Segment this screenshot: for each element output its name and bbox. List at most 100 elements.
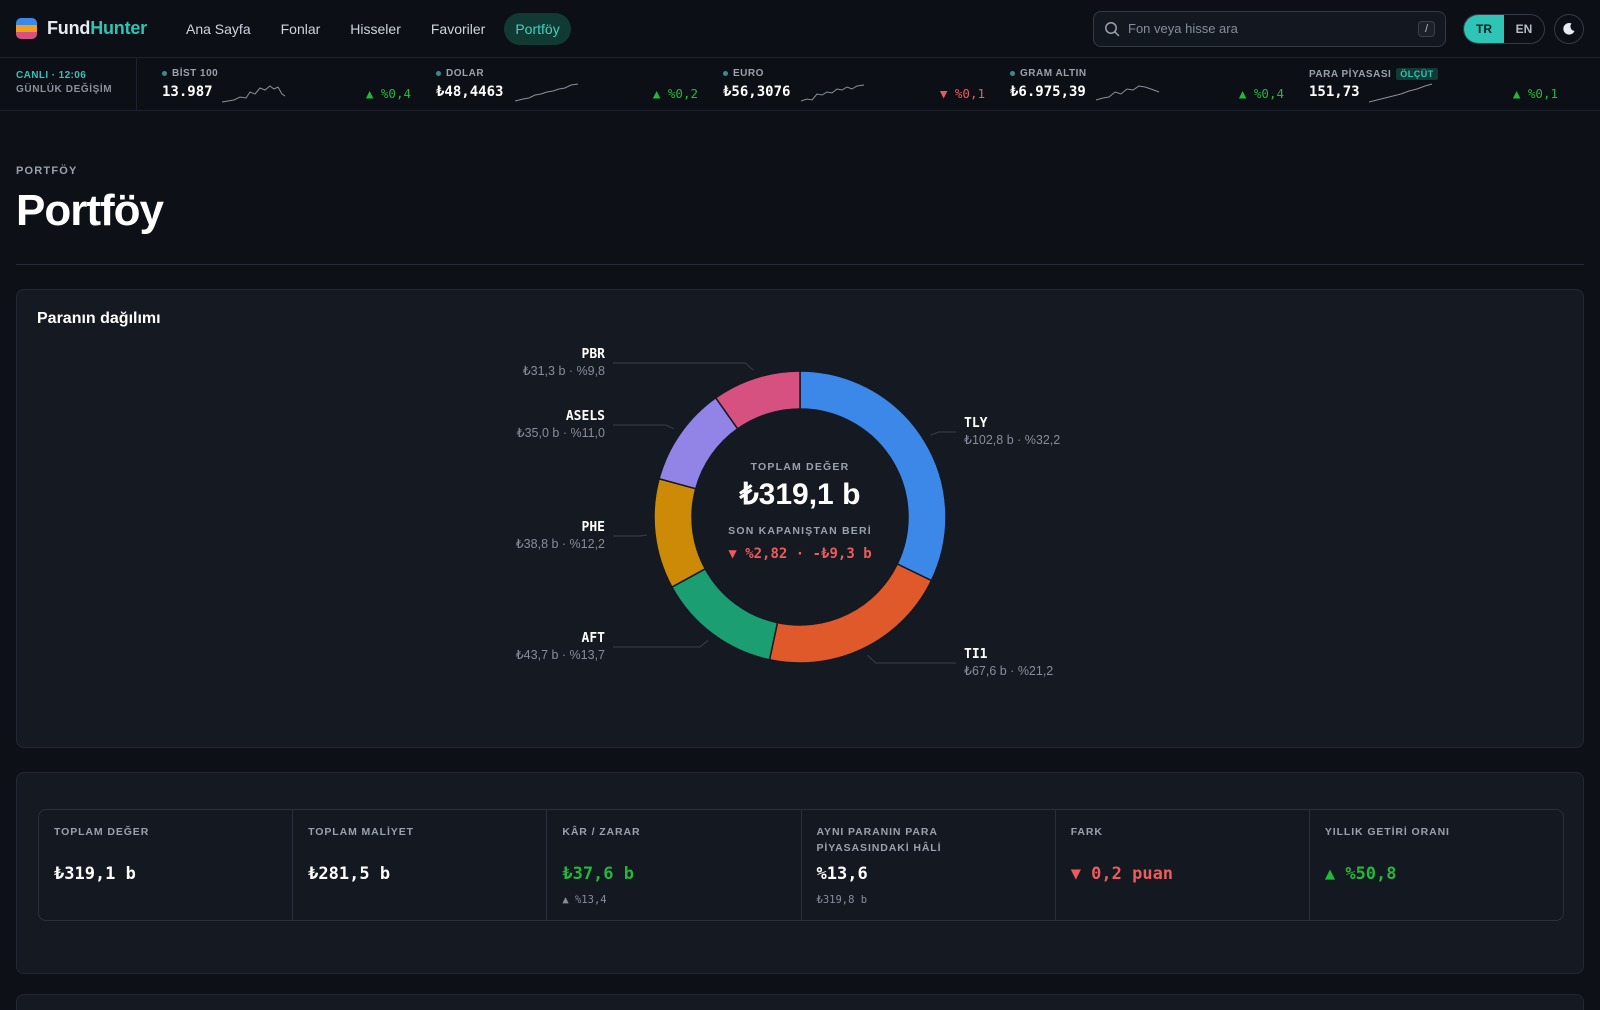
stat-label: YILLIK GETİRİ ORANI [1324,826,1450,838]
ticker-subtitle: GÜNLÜK DEĞİŞİM [16,84,113,95]
ticker-name: BİST 100 [172,68,219,79]
slice-value-label: ₺102,8 b · %32,2 [964,433,1060,447]
summary-card: TOPLAM DEĞER ₺319,1 b TOPLAM MALİYET ₺28… [16,772,1584,974]
slice-value-label: ₺31,3 b · %9,8 [523,364,605,378]
stat-value: ₺37,6 b [562,864,634,884]
ticker-change: ▲ %0,1 [1512,86,1558,101]
leader-line [930,431,956,436]
brand-name-part1: Fund [47,18,91,38]
ticker-item-gold[interactable]: GRAM ALTIN ₺6.975,39 ▲ %0,4 [1010,58,1284,110]
brand-name: FundHunter [47,18,147,39]
center-total-label: TOPLAM DEĞER [751,460,850,473]
stat-subvalue: ₺319,8 b [816,894,868,906]
market-ticker: CANLI · 12:06 GÜNLÜK DEĞİŞİM BİST 100 13… [0,58,1600,111]
center-since-label: SON KAPANIŞTAN BERİ [728,524,872,537]
language-switch: TR EN [1463,13,1545,44]
ticker-live-panel: CANLI · 12:06 GÜNLÜK DEĞİŞİM [0,58,137,110]
status-dot [436,71,441,76]
theme-toggle-button[interactable] [1554,13,1584,44]
center-since-value: ▼ %2,82 · -₺9,3 b [728,546,871,562]
stat-label: FARK [1070,826,1103,838]
sparkline-icon [222,85,286,103]
nav-item-funds[interactable]: Fonlar [280,20,321,37]
breadcrumb: PORTFÖY [16,165,78,177]
search-box[interactable]: / [1093,10,1446,47]
stat-annual-return: YILLIK GETİRİ ORANI ▲ %50,8 [1310,810,1563,920]
stat-total-cost: TOPLAM MALİYET ₺281,5 b [293,810,548,920]
stat-subvalue: ▲ %13,4 [562,894,607,906]
benchmark-badge: ÖLÇÜT [1396,68,1438,80]
stat-label: TOPLAM DEĞER [54,826,150,838]
ticker-item-money-market[interactable]: PARA PİYASASI ÖLÇÜT 151,73 ▲ %0,1 [1309,58,1558,110]
slice-value-label: ₺35,0 b · %11,0 [517,426,605,440]
slice-label: PBR [582,347,606,362]
language-tr-button[interactable]: TR [1464,14,1504,43]
stat-value: %13,6 [816,864,868,884]
stat-label: TOPLAM MALİYET [308,826,414,838]
slice-label: TLY [964,416,988,431]
slice-label: PHE [582,520,605,535]
nav-item-portfolio[interactable]: Portföy [504,12,571,45]
summary-stats: TOPLAM DEĞER ₺319,1 b TOPLAM MALİYET ₺28… [38,809,1564,921]
stat-label: KÂR / ZARAR [562,826,641,838]
ticker-value: 13.987 [162,84,213,100]
stat-value: ₺281,5 b [308,864,391,884]
ticker-item-bist100[interactable]: BİST 100 13.987 ▲ %0,4 [162,58,411,110]
ticker-value: ₺48,4463 [436,84,504,100]
leader-line [613,362,754,371]
nav-item-favorites[interactable]: Favoriler [430,20,486,37]
moon-icon [1563,22,1575,35]
ticker-value: ₺6.975,39 [1010,84,1086,100]
leader-line [867,654,956,664]
brand-logo-icon [16,18,37,39]
slice-ti1[interactable] [768,563,933,664]
slice-value-label: ₺67,6 b · %21,2 [964,664,1053,678]
slice-phe[interactable] [653,477,707,589]
nav-item-stocks[interactable]: Hisseler [350,20,401,37]
nav-item-home[interactable]: Ana Sayfa [186,20,251,37]
divider [16,264,1584,265]
page-title: Portföy [16,186,164,235]
language-en-button[interactable]: EN [1515,21,1533,36]
brand[interactable]: FundHunter [16,18,147,39]
status-dot [1010,71,1015,76]
status-dot [723,71,728,76]
brand-name-part2: Hunter [90,18,147,38]
slice-value-label: ₺38,8 b · %12,2 [516,537,605,551]
search-icon [1105,21,1120,36]
allocation-donut-chart: TLY ₺102,8 b · %32,2 TI1 ₺67,6 b · %21,2 AFT… [516,347,1061,678]
sparkline-icon [1369,83,1433,103]
ticker-change: ▲ %0,4 [365,86,411,101]
ticker-value: ₺56,3076 [723,84,791,100]
stat-value: ▼ 0,2 puan [1070,864,1174,884]
ticker-live-label: CANLI · 12:06 [16,70,87,81]
sparkline-icon [1096,85,1160,101]
stat-profit-loss: KÂR / ZARAR ₺37,6 b ▲ %13,4 [547,810,802,920]
sparkline-icon [515,83,579,102]
slice-pbr[interactable] [714,370,801,430]
slice-label: TI1 [964,647,988,662]
ticker-change: ▼ %0,1 [939,86,985,101]
ticker-value: 151,73 [1309,84,1360,100]
ticker-name: PARA PİYASASI [1309,68,1392,80]
ticker-item-euro[interactable]: EURO ₺56,3076 ▼ %0,1 [723,58,985,110]
slice-value-label: ₺43,7 b · %13,7 [516,648,605,662]
stat-label: AYNI PARANIN PARA PİYASASINDAKİ HÂLİ [816,826,942,854]
slice-label: ASELS [566,409,605,424]
status-dot [162,71,167,76]
slice-aft[interactable] [670,567,779,661]
ticker-item-dollar[interactable]: DOLAR ₺48,4463 ▲ %0,2 [436,58,698,110]
stat-value: ▲ %50,8 [1324,864,1397,884]
leader-line [613,640,709,648]
center-total-value: ₺319,1 b [739,478,861,511]
leader-line [613,534,648,537]
ticker-name: DOLAR [446,68,485,79]
stat-total-value: TOPLAM DEĞER ₺319,1 b [39,810,294,920]
stat-money-market-equivalent: AYNI PARANIN PARA PİYASASINDAKİ HÂLİ %13… [802,810,1056,920]
leader-line [613,424,675,430]
ticker-change: ▲ %0,4 [1238,86,1284,101]
stat-value: ₺319,1 b [54,864,136,884]
top-navigation: FundHunter Ana Sayfa Fonlar Hisseler Fav… [0,0,1600,58]
next-section-card [16,994,1584,1010]
search-input[interactable] [1128,21,1410,36]
